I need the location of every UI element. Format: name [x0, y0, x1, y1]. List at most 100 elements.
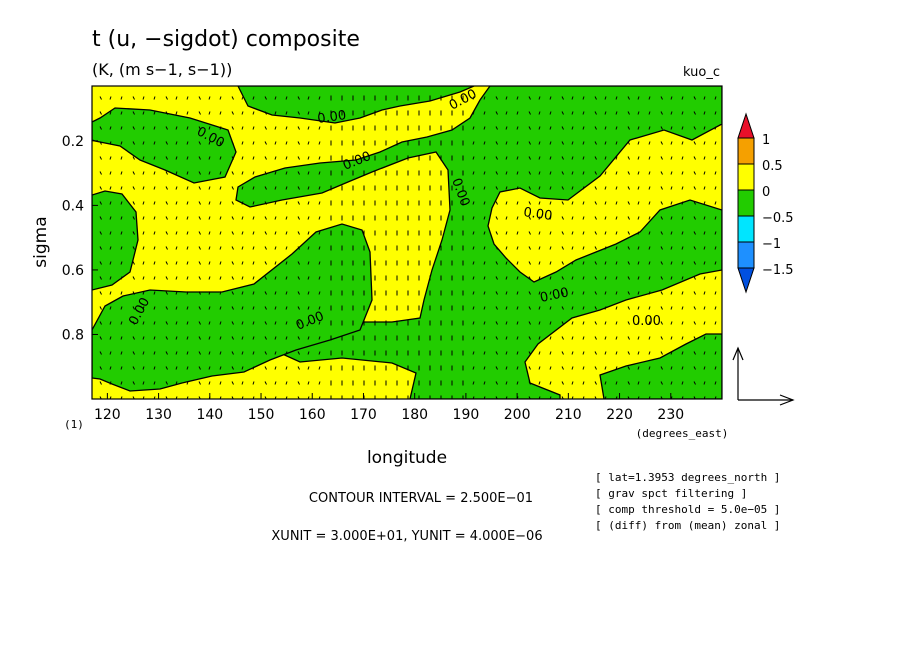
vector-arrow [208, 171, 211, 175]
vector-arrow [495, 201, 498, 205]
vector-arrow [198, 156, 201, 160]
vector-arrow [571, 111, 574, 115]
vector-arrow [264, 96, 267, 100]
vector-arrow [208, 336, 211, 340]
vector-arrow [153, 336, 156, 340]
vector-arrow [637, 366, 640, 370]
vector-arrow [208, 186, 211, 190]
vector-arrow [582, 111, 585, 115]
vector-arrow [495, 171, 498, 175]
vector-arrow [528, 126, 531, 130]
vector-arrow [264, 171, 267, 175]
vector-arrow [703, 141, 706, 145]
vector-arrow [483, 366, 486, 370]
vector-arrow [132, 156, 135, 160]
vector-arrow [670, 201, 673, 205]
vector-arrow [472, 171, 475, 175]
vector-arrow [571, 321, 574, 325]
vector-arrow [109, 126, 112, 130]
vector-arrow [165, 336, 168, 340]
vector-arrow [483, 381, 486, 385]
colorbar-box [737, 137, 755, 165]
vector-arrow [582, 186, 585, 190]
vector-arrow [318, 336, 321, 340]
vector-arrow [186, 171, 189, 175]
vector-arrow [219, 96, 222, 100]
vector-arrow [495, 336, 498, 340]
vector-arrow [627, 201, 630, 205]
vector-arrow [495, 366, 498, 370]
vector-arrow [561, 171, 564, 175]
vector-arrow [681, 231, 684, 235]
vector-arrow [297, 96, 300, 100]
vector-arrow [186, 366, 189, 370]
vector-arrow [561, 351, 564, 355]
vector-arrow [549, 291, 552, 295]
vector-arrow [99, 216, 102, 220]
y-axis-label: sigma [31, 216, 51, 267]
chart-title: t (u, −sigdot) composite [92, 27, 360, 52]
vector-arrow [594, 396, 597, 399]
colorbar-box [737, 163, 755, 191]
vector-arrow [660, 231, 663, 235]
vector-arrow [231, 306, 234, 310]
vector-arrow [241, 276, 244, 280]
vector-arrow [561, 321, 564, 325]
vector-arrow [582, 366, 585, 370]
vector-arrow [252, 276, 255, 280]
vector-arrow [186, 336, 189, 340]
vector-arrow [505, 171, 508, 175]
vector-arrow [714, 171, 717, 175]
vector-arrow [153, 141, 156, 145]
vector-arrow [615, 321, 618, 325]
vector-arrow [142, 321, 145, 325]
vector-arrow [231, 216, 234, 220]
vector-arrow [714, 141, 717, 145]
vector-arrow [153, 351, 156, 355]
vector-arrow [142, 96, 145, 100]
vector-arrow [208, 261, 211, 265]
vector-arrow [714, 291, 717, 295]
vector-arrow [264, 201, 267, 205]
vector-arrow [714, 111, 717, 115]
vector-arrow [594, 261, 597, 265]
vector-arrow [703, 396, 706, 399]
vector-arrow [703, 291, 706, 295]
vector-arrow [714, 231, 717, 235]
vector-arrow [252, 231, 255, 235]
vector-arrow [241, 306, 244, 310]
vector-arrow [307, 171, 310, 175]
vector-arrow [681, 156, 684, 160]
vector-arrow [571, 276, 574, 280]
vector-arrow [693, 96, 696, 100]
vector-arrow [604, 336, 607, 340]
vector-arrow [99, 291, 102, 295]
vector-arrow [538, 171, 541, 175]
vector-arrow [297, 276, 300, 280]
vector-arrow [714, 306, 717, 310]
vector-arrow [693, 381, 696, 385]
vector-arrow [252, 186, 255, 190]
vector-arrow [318, 171, 321, 175]
vector-arrow [538, 306, 541, 310]
vector-arrow [505, 96, 508, 100]
vector-arrow [637, 201, 640, 205]
y-tick-label: 0.2 [62, 134, 84, 150]
vector-arrow [714, 126, 717, 130]
vector-arrow [681, 366, 684, 370]
vector-arrow [516, 96, 519, 100]
vector-arrow [285, 261, 288, 265]
vector-arrow [142, 156, 145, 160]
vector-arrow [714, 186, 717, 190]
vector-arrow [660, 111, 663, 115]
vector-arrow [285, 366, 288, 370]
vector-arrow [483, 141, 486, 145]
vector-arrow [186, 216, 189, 220]
contour-label: 0.00 [522, 205, 553, 224]
vector-arrow [274, 201, 277, 205]
vector-arrow [495, 246, 498, 250]
vector-arrow [307, 216, 310, 220]
vector-arrow [99, 231, 102, 235]
vector-arrow [142, 171, 145, 175]
vector-arrow [681, 201, 684, 205]
